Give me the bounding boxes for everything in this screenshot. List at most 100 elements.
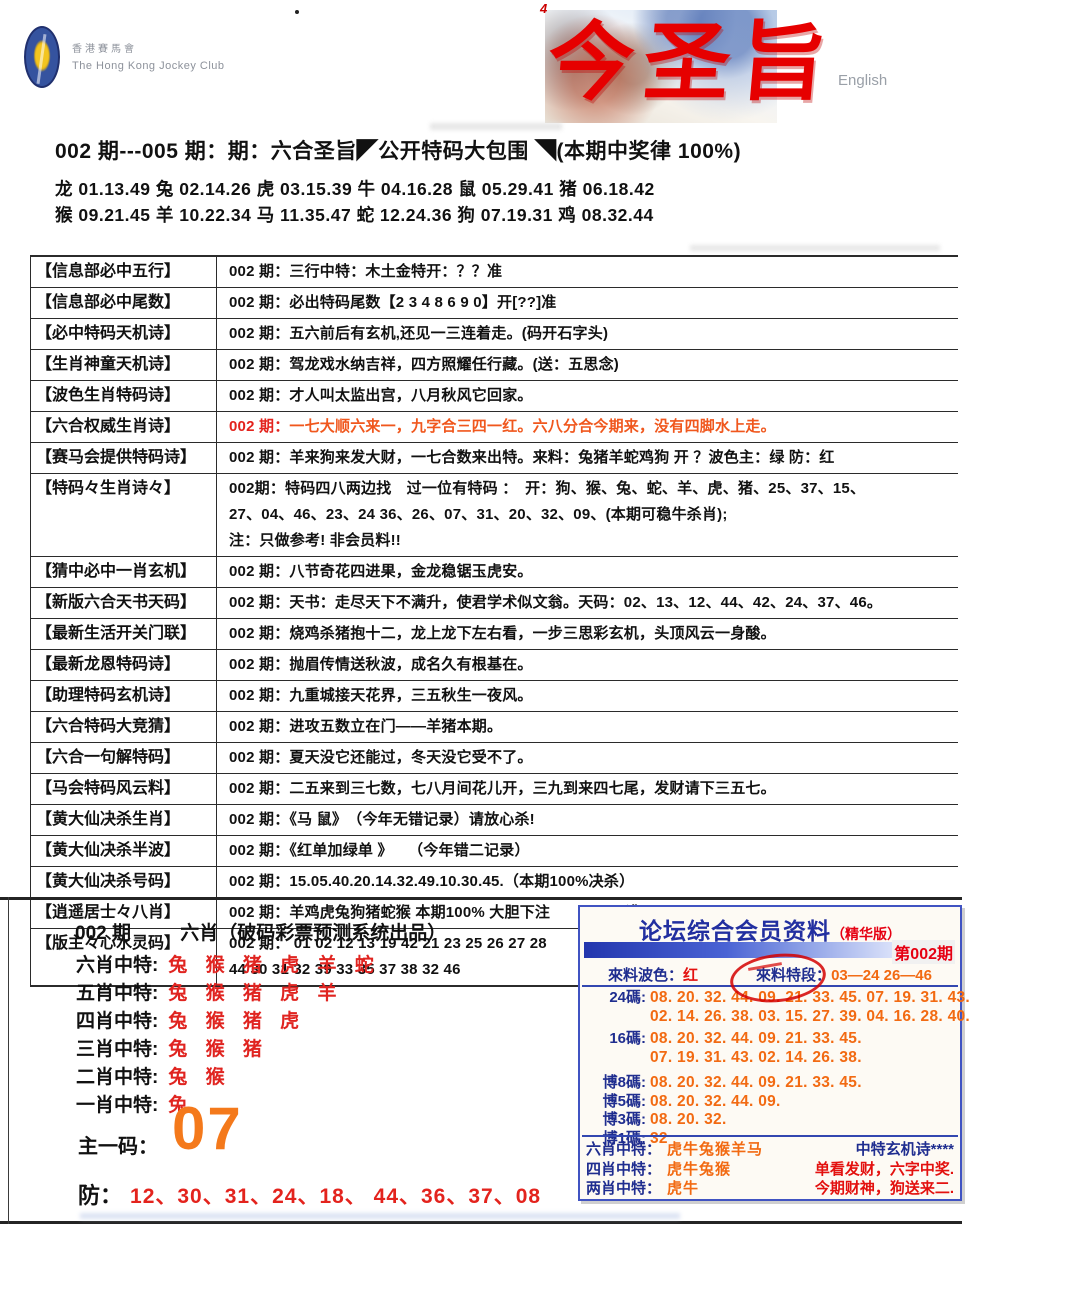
row-line: 002 期：驾龙戏水纳吉祥，四方照耀任行藏。(送：五思念) bbox=[229, 356, 619, 373]
hkjc-logo-en: The Hong Kong Jockey Club bbox=[72, 60, 225, 72]
row-label: 【必中特码天机诗】 bbox=[31, 319, 217, 349]
code-group-label: 16碼: bbox=[609, 1030, 646, 1047]
divider-line bbox=[0, 897, 962, 900]
member-box-period: 第002期 bbox=[892, 940, 955, 964]
row-line: 002 期：天书：走尽天下不满升，使君学术似文翁。天码：02、13、12、44、… bbox=[229, 594, 883, 611]
row-content: 002 期：《马 鼠》 （今年无错记录）请放心杀! bbox=[217, 805, 958, 835]
divider-line bbox=[582, 1135, 958, 1137]
row-content: 002 期：抛眉传情送秋波，成名久有根基在。 bbox=[217, 650, 958, 680]
row-line: 002 期：必出特码尾数【2 3 4 8 6 9 0】开[??]准 bbox=[229, 294, 557, 311]
row-line: 002 期：《红单加绿单 》 （今年错二记录） bbox=[229, 842, 530, 859]
row-content: 002 期： 01 02 12 13 19 42 21 23 25 26 27 … bbox=[217, 929, 958, 985]
bose-value: 红 bbox=[683, 967, 699, 984]
zhong-label: 四肖中特： bbox=[586, 1160, 662, 1178]
table-row: 【逍遥居士々八肖】 002 期：羊鸡虎兔狗猪蛇猴 本期100% 大胆下注 开？？准 bbox=[31, 898, 958, 929]
zhong-right-text: 中特玄机诗**** bbox=[855, 1141, 954, 1158]
row-content: 002 期：必出特码尾数【2 3 4 8 6 9 0】开[??]准 bbox=[217, 288, 958, 318]
code-line: 08. 20. 32. 44. 09. bbox=[650, 1092, 781, 1110]
zodiac-map-line2: 猴 09.21.45 羊 10.22.34 马 11.35.47 蛇 12.24… bbox=[55, 205, 654, 225]
table-row: 【赛马会提供特码诗】 002 期：羊来狗来发大财，一七合数来出特。来料：兔猪羊蛇鸡… bbox=[31, 443, 958, 474]
hkjc-logo-icon bbox=[24, 26, 60, 88]
code-group: 博1碼: 32 bbox=[588, 1130, 958, 1149]
teduan-label: 來料特段： bbox=[756, 967, 832, 984]
row-content: 002 期：夏天没它还能过，冬天没它受不了。 bbox=[217, 743, 958, 773]
table-row: 【六合特码大竞猜】 002 期：进攻五数立在门——羊猪本期。 bbox=[31, 712, 958, 743]
member-box-gradient-bar bbox=[584, 942, 900, 958]
xiao-label: 五肖中特: bbox=[76, 983, 159, 1004]
code-group: 博3碼: 08. 20. 32. bbox=[588, 1111, 958, 1130]
row-label: 【猜中必中一肖玄机】 bbox=[31, 557, 217, 587]
member-zhong-list: 六肖中特： 虎牛兔猴羊马 中特玄机诗**** 四肖中特： 虎牛兔猴 单看发财，六字中奖. 两… bbox=[586, 1140, 958, 1199]
xiao-values: 兔 猴 猪 虎 羊 bbox=[168, 983, 340, 1004]
row-label: 【新版六合天书天码】 bbox=[31, 588, 217, 618]
zhong-row: 六肖中特： 虎牛兔猴羊马 中特玄机诗**** bbox=[586, 1140, 958, 1160]
member-box-bose-line: 來料波色：红 來料特段：03—24 26—46 bbox=[580, 964, 960, 985]
table-row: 【新版六合天书天码】 002 期：天书：走尽天下不满升，使君学术似文翁。天码：02… bbox=[31, 588, 958, 619]
row-label: 【黄大仙决杀号码】 bbox=[31, 867, 217, 897]
fang-values: 12、30、31、24、18、 44、36、37、08 bbox=[130, 1185, 542, 1208]
row-content: 002 期：天书：走尽天下不满升，使君学术似文翁。天码：02、13、12、44、… bbox=[217, 588, 958, 618]
row-content: 002 期：五六前后有玄机,还见一三连着走。(码开石字头) bbox=[217, 319, 958, 349]
code-line: 08. 20. 32. 44. 09. 21. 33. 45. 07. 19. … bbox=[650, 989, 971, 1006]
row-line: 002 期：才人叫太监出宫，八月秋风它回家。 bbox=[229, 387, 533, 404]
row-line: 002 期：八节奇花四进果，金龙稳锯玉虎安。 bbox=[229, 563, 533, 580]
table-row: 【助理特码玄机诗】 002 期：九重城接天花界，三五秋生一夜风。 bbox=[31, 681, 958, 712]
xiao-values: 兔 bbox=[168, 1095, 191, 1116]
bose-label: 來料波色： bbox=[608, 967, 684, 984]
row-text: 一七大顺六来一，九字合三四一红。六八分合今期来，没有四脚水上走。 bbox=[289, 418, 776, 435]
hkjc-logo: 香港賽馬會 The Hong Kong Jockey Club bbox=[24, 26, 225, 88]
row-label: 【黄大仙决杀生肖】 bbox=[31, 805, 217, 835]
main-code-value: 07 bbox=[172, 1095, 243, 1162]
row-line: 002 期：烧鸡杀猪抱十二，龙上龙下左右看，一步三思彩玄机，头顶风云一身酸。 bbox=[229, 625, 776, 642]
row-line: 44 30 31 32 39 33 35 37 38 32 46 bbox=[229, 961, 461, 978]
row-label: 【黄大仙决杀半波】 bbox=[31, 836, 217, 866]
banner-corner-mark: 4 bbox=[540, 1, 548, 16]
row-line: 002 期：15.05.40.20.14.32.49.10.30.45.（本期1… bbox=[229, 873, 635, 890]
code-group-label: 博1碼: bbox=[602, 1129, 646, 1147]
row-label: 【六合权威生肖诗】 bbox=[31, 412, 217, 442]
page-title: 002 期---005 期：期：六合圣旨◤公开特码大包围 ◥(本期中奖律 100… bbox=[55, 140, 742, 163]
member-box-title-main: 论坛综合会员资料 bbox=[639, 918, 831, 944]
xiao-row: 五肖中特: 兔 猴 猪 虎 羊 bbox=[76, 978, 377, 1006]
zhong-values: 虎牛兔猴羊马 bbox=[667, 1141, 764, 1158]
table-row: 【最新生活开关门联】 002 期：烧鸡杀猪抱十二，龙上龙下左右看，一步三思彩玄机，… bbox=[31, 619, 958, 650]
table-row: 【生肖神童天机诗】 002 期：驾龙戏水纳吉祥，四方照耀任行藏。(送：五思念) bbox=[31, 350, 958, 381]
code-group-label: 博3碼: bbox=[602, 1111, 646, 1128]
banner-calligraphy-title: 今圣旨 bbox=[543, 12, 841, 113]
row-prefix: 002 期： bbox=[229, 418, 290, 435]
row-content: 002 期：羊来狗来发大财，一七合数来出特。来料：兔猪羊蛇鸡狗 开 ？波色主：绿… bbox=[217, 443, 958, 473]
zodiac-map-line1: 龙 01.13.49 兔 02.14.26 虎 03.15.39 牛 04.16… bbox=[55, 179, 655, 199]
member-box-title: 论坛综合会员资料（精华版） bbox=[580, 912, 960, 946]
divider-line bbox=[582, 985, 958, 987]
banner-painting bbox=[545, 10, 777, 123]
row-label: 【六合一句解特码】 bbox=[31, 743, 217, 773]
code-group-label: 24碼: bbox=[609, 989, 646, 1006]
row-line: 002 期：《马 鼠》 （今年无错记录）请放心杀! bbox=[229, 811, 535, 828]
table-row: 【信息部必中尾数】 002 期：必出特码尾数【2 3 4 8 6 9 0】开[??… bbox=[31, 288, 958, 319]
row-label: 【逍遥居士々八肖】 bbox=[31, 898, 217, 928]
row-line: 002 期：羊来狗来发大财，一七合数来出特。来料：兔猪羊蛇鸡狗 开 ？波色主：绿… bbox=[229, 449, 835, 466]
english-link[interactable]: English bbox=[838, 72, 888, 89]
row-content: 002 期：一七大顺六来一，九字合三四一红。六八分合今期来，没有四脚水上走。 bbox=[217, 412, 958, 442]
teduan-value: 03—24 26—46 bbox=[831, 967, 932, 984]
xiao-values: 兔 猴 bbox=[168, 1067, 228, 1088]
row-label: 【赛马会提供特码诗】 bbox=[31, 443, 217, 473]
row-label: 【最新龙恩特码诗】 bbox=[31, 650, 217, 680]
row-label: 【版主々心水灵码】 bbox=[31, 929, 217, 985]
bottom-left-period: 002 期 bbox=[75, 923, 131, 944]
table-row: 【黄大仙决杀生肖】 002 期：《马 鼠》 （今年无错记录）请放心杀! bbox=[31, 805, 958, 836]
zhong-values: 虎牛兔猴 bbox=[667, 1160, 732, 1178]
table-row: 【最新龙恩特码诗】 002 期：抛眉传情送秋波，成名久有根基在。 bbox=[31, 650, 958, 681]
row-line: 002 期：五六前后有玄机,还见一三连着走。(码开石字头) bbox=[229, 325, 609, 342]
code-line: 08. 20. 32. bbox=[650, 1111, 727, 1128]
row-label: 【信息部必中五行】 bbox=[31, 257, 217, 287]
zhong-right-text: 今期财神，狗送来二. bbox=[814, 1180, 954, 1197]
divider-line bbox=[0, 1221, 962, 1224]
row-line: 002 期：夏天没它还能过，冬天没它受不了。 bbox=[229, 749, 533, 766]
fang-line: 防： 12、30、31、24、18、 44、36、37、08 bbox=[78, 1178, 541, 1210]
xiao-row: 六肖中特: 兔 猴 猪 虎 羊 蛇 bbox=[76, 950, 377, 978]
xiao-row: 二肖中特: 兔 猴 bbox=[76, 1062, 377, 1090]
row-label: 【六合特码大竞猜】 bbox=[31, 712, 217, 742]
row-label: 【助理特码玄机诗】 bbox=[31, 681, 217, 711]
